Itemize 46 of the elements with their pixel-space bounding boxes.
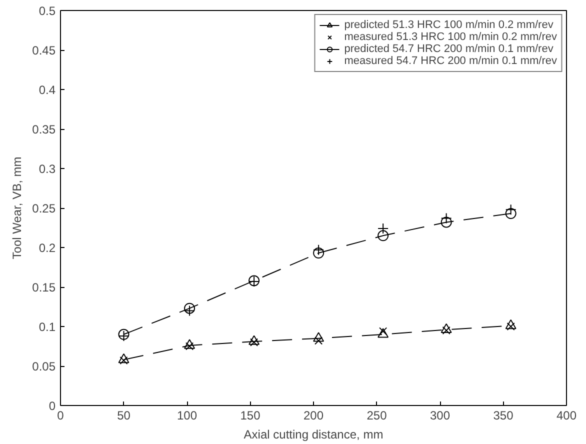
legend-label: predicted 54.7 HRC 200 m/min 0.1 mm/rev [344, 43, 554, 55]
point [440, 216, 452, 228]
y-tick-label: 0.45 [32, 44, 56, 58]
point [379, 327, 388, 336]
point [314, 336, 323, 345]
point [120, 356, 128, 365]
y-tick-label: 0.25 [32, 202, 56, 216]
point [313, 332, 324, 342]
point [505, 319, 516, 330]
point [185, 342, 194, 350]
point [248, 335, 260, 345]
y-tick-label: 0.15 [32, 280, 56, 294]
y-tick-label: 0.35 [32, 122, 56, 136]
y-tick-label: 0.1 [38, 320, 56, 334]
y-tick-label: 0.2 [38, 241, 56, 255]
point [184, 339, 196, 349]
y-tick-label: 0.5 [38, 4, 56, 18]
x-tick-label: 350 [493, 408, 514, 422]
y-tick-label: 0.3 [38, 162, 56, 176]
x-axis-title: Axial cutting distance, mm [244, 428, 384, 442]
y-tick-label: 0.05 [32, 360, 56, 374]
x-tick-label: 400 [556, 408, 577, 422]
point [442, 326, 450, 334]
y-tick-label: 0 [48, 399, 56, 413]
legend-label: measured 51.3 HRC 100 m/min 0.2 mm/rev [344, 31, 557, 43]
point [250, 338, 258, 346]
x-tick-label: 0 [57, 408, 64, 422]
x-tick-label: 150 [240, 408, 261, 422]
point [440, 323, 452, 334]
y-axis-title: Tool Wear, VB, mm [10, 156, 24, 260]
x-tick-label: 50 [117, 408, 131, 422]
x-tick-label: 100 [176, 408, 198, 422]
point [506, 322, 515, 331]
y-tick-label: 0.4 [38, 83, 56, 97]
legend-label: measured 54.7 HRC 200 m/min 0.1 mm/rev [344, 55, 557, 67]
x-tick-label: 250 [366, 408, 388, 422]
point [378, 328, 389, 338]
point [505, 208, 516, 220]
x-tick-label: 300 [430, 408, 450, 422]
point [184, 302, 196, 314]
legend-label: predicted 51.3 HRC 100 m/min 0.2 mm/rev [344, 19, 554, 31]
point [505, 204, 516, 216]
point [313, 248, 324, 259]
point [378, 230, 389, 242]
point [118, 353, 130, 364]
x-tick-label: 200 [303, 408, 324, 422]
